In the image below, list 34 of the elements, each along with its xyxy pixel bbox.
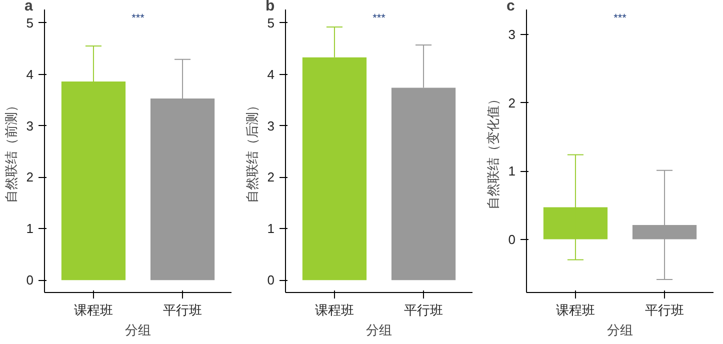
annotation: *** — [372, 12, 386, 24]
chart-title: a — [24, 0, 34, 14]
y-axis-title: 自然联结（前测） — [3, 99, 18, 203]
y-tick-label: 4 — [26, 66, 34, 82]
y-tick-label: 2 — [508, 95, 516, 110]
y-axis-title: 自然联结（变化值） — [485, 92, 500, 210]
x-axis-title: 分组 — [607, 322, 633, 338]
y-tick-label: 3 — [267, 118, 275, 134]
x-tick-label: 平行班 — [163, 302, 202, 318]
annotation: *** — [132, 12, 146, 24]
y-tick-label: 2 — [267, 170, 275, 185]
x-tick-label: 平行班 — [645, 302, 684, 318]
y-tick-label: 3 — [508, 27, 516, 42]
x-axis-title: 分组 — [366, 322, 392, 338]
x-axis-title: 分组 — [125, 322, 151, 338]
y-tick-label: 0 — [508, 232, 516, 247]
y-tick-label: 5 — [267, 15, 275, 30]
y-tick-label: 0 — [26, 272, 34, 288]
x-tick-label: 平行班 — [404, 302, 444, 318]
chart-title: c — [506, 0, 515, 14]
x-tick-label: 课程班 — [314, 302, 354, 318]
y-tick-label: 4 — [267, 66, 275, 82]
annotation: *** — [614, 12, 628, 24]
x-tick-label: 课程班 — [74, 302, 113, 318]
y-axis-title: 自然联结（后测） — [244, 99, 260, 203]
y-tick-label: 1 — [508, 164, 516, 179]
y-tick-label: 0 — [267, 272, 275, 288]
y-tick-label: 3 — [26, 118, 34, 134]
chart-title: b — [266, 0, 275, 14]
y-tick-label: 5 — [26, 15, 34, 30]
y-tick-label: 2 — [26, 170, 34, 185]
y-tick-label: 1 — [267, 221, 275, 236]
y-tick-label: 1 — [26, 221, 34, 236]
x-tick-label: 课程班 — [556, 302, 595, 318]
